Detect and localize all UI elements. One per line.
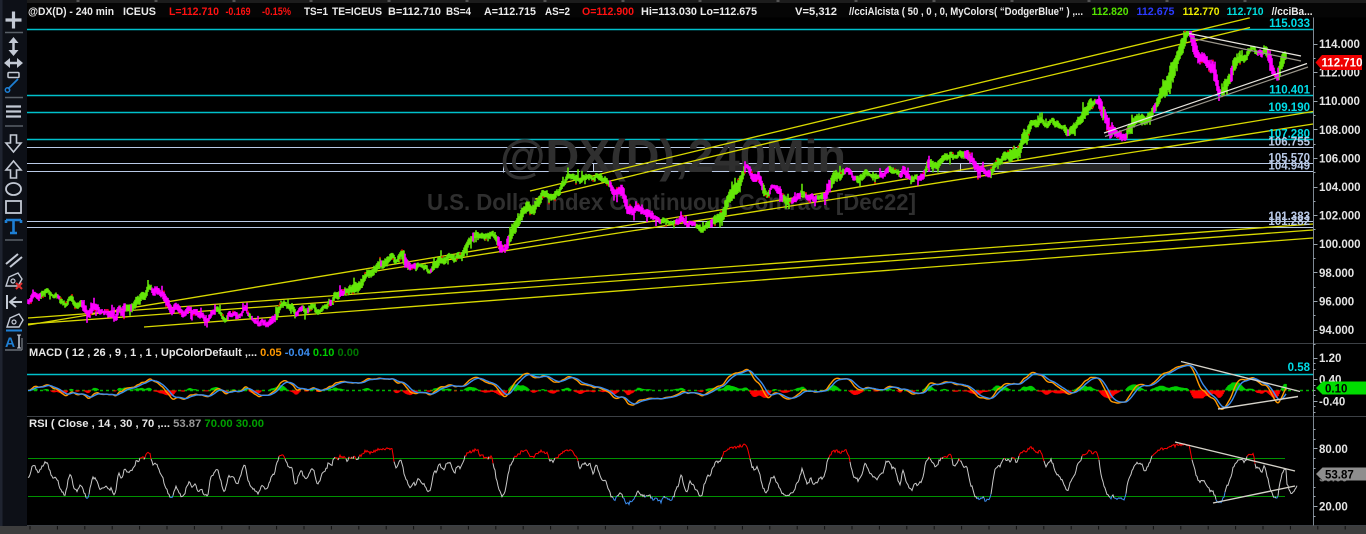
svg-text:104.000: 104.000 bbox=[1319, 182, 1361, 194]
svg-text:112.000: 112.000 bbox=[1319, 68, 1360, 80]
svg-text:MACD ( 12 , 26 , 9 , 1 , 1 , U: MACD ( 12 , 26 , 9 , 1 , 1 , UpColorDefa… bbox=[29, 347, 359, 359]
svg-text:106.000: 106.000 bbox=[1319, 153, 1361, 165]
svg-text:112.710: 112.710 bbox=[1227, 6, 1264, 18]
svg-text:BS=4: BS=4 bbox=[446, 6, 472, 18]
svg-text:112.820: 112.820 bbox=[1092, 6, 1129, 18]
svg-text:101.282: 101.282 bbox=[1268, 216, 1310, 228]
svg-text:L=112.710: L=112.710 bbox=[169, 6, 219, 18]
svg-text:-0.15%: -0.15% bbox=[262, 6, 291, 18]
svg-text:Hi=113.030: Hi=113.030 bbox=[641, 6, 697, 18]
svg-text:112.710: 112.710 bbox=[1322, 58, 1363, 70]
svg-text:102.000: 102.000 bbox=[1319, 211, 1361, 223]
svg-text:1.20: 1.20 bbox=[1319, 353, 1341, 365]
svg-text:B=112.710: B=112.710 bbox=[388, 6, 441, 18]
svg-text:110.401: 110.401 bbox=[1269, 85, 1311, 97]
svg-text://cciBa...: //cciBa... bbox=[1272, 6, 1313, 18]
svg-text:106.755: 106.755 bbox=[1268, 136, 1310, 148]
svg-text:112.675: 112.675 bbox=[1137, 6, 1175, 18]
svg-text:A: A bbox=[5, 334, 15, 350]
svg-text:ICEUS: ICEUS bbox=[123, 6, 156, 18]
svg-text:110.000: 110.000 bbox=[1319, 96, 1360, 108]
svg-text:O=112.900: O=112.900 bbox=[582, 6, 634, 18]
svg-text:TE=ICEUS: TE=ICEUS bbox=[332, 6, 382, 18]
svg-text:101.383: 101.383 bbox=[1268, 211, 1310, 223]
svg-text:100.000: 100.000 bbox=[1319, 239, 1361, 251]
svg-text:108.000: 108.000 bbox=[1319, 125, 1361, 137]
svg-text:109.190: 109.190 bbox=[1268, 102, 1310, 114]
svg-text:98.000: 98.000 bbox=[1319, 268, 1354, 280]
svg-text:U.S. Dollar Index Continuous C: U.S. Dollar Index Continuous Contract [D… bbox=[427, 189, 916, 215]
svg-text:@DX(D) - 240 min: @DX(D) - 240 min bbox=[28, 6, 114, 18]
svg-text:96.000: 96.000 bbox=[1319, 296, 1354, 308]
svg-text:Lo=112.675: Lo=112.675 bbox=[700, 6, 757, 18]
svg-text://cciAlcista ( 50 , 0 , 0, MyC: //cciAlcista ( 50 , 0 , 0, MyColors( “Do… bbox=[849, 6, 1083, 18]
svg-text:107.280: 107.280 bbox=[1268, 129, 1310, 141]
svg-text:RSI ( Close , 14 , 30 , 70 ,..: RSI ( Close , 14 , 30 , 70 ,... 53.87 70… bbox=[29, 418, 264, 430]
svg-text:TS=1: TS=1 bbox=[304, 6, 328, 18]
svg-text:V=5,312: V=5,312 bbox=[795, 6, 837, 18]
svg-text:112.770: 112.770 bbox=[1183, 6, 1220, 18]
svg-text:0.58: 0.58 bbox=[1288, 362, 1311, 374]
svg-text:115.033: 115.033 bbox=[1269, 18, 1310, 30]
svg-text:104.949: 104.949 bbox=[1268, 161, 1310, 173]
svg-text:114.000: 114.000 bbox=[1319, 39, 1360, 51]
svg-text:20.00: 20.00 bbox=[1319, 502, 1348, 514]
svg-text:AS=2: AS=2 bbox=[545, 6, 570, 18]
svg-text:80.00: 80.00 bbox=[1319, 444, 1348, 456]
svg-text:-0.169: -0.169 bbox=[226, 6, 251, 18]
svg-text:-0.40: -0.40 bbox=[1319, 396, 1345, 408]
svg-text:94.000: 94.000 bbox=[1319, 325, 1354, 337]
svg-text:0.10: 0.10 bbox=[1325, 383, 1347, 395]
svg-text:A=112.715: A=112.715 bbox=[484, 6, 536, 18]
svg-text:105.570: 105.570 bbox=[1268, 153, 1310, 165]
svg-text:53.87: 53.87 bbox=[1325, 470, 1354, 482]
